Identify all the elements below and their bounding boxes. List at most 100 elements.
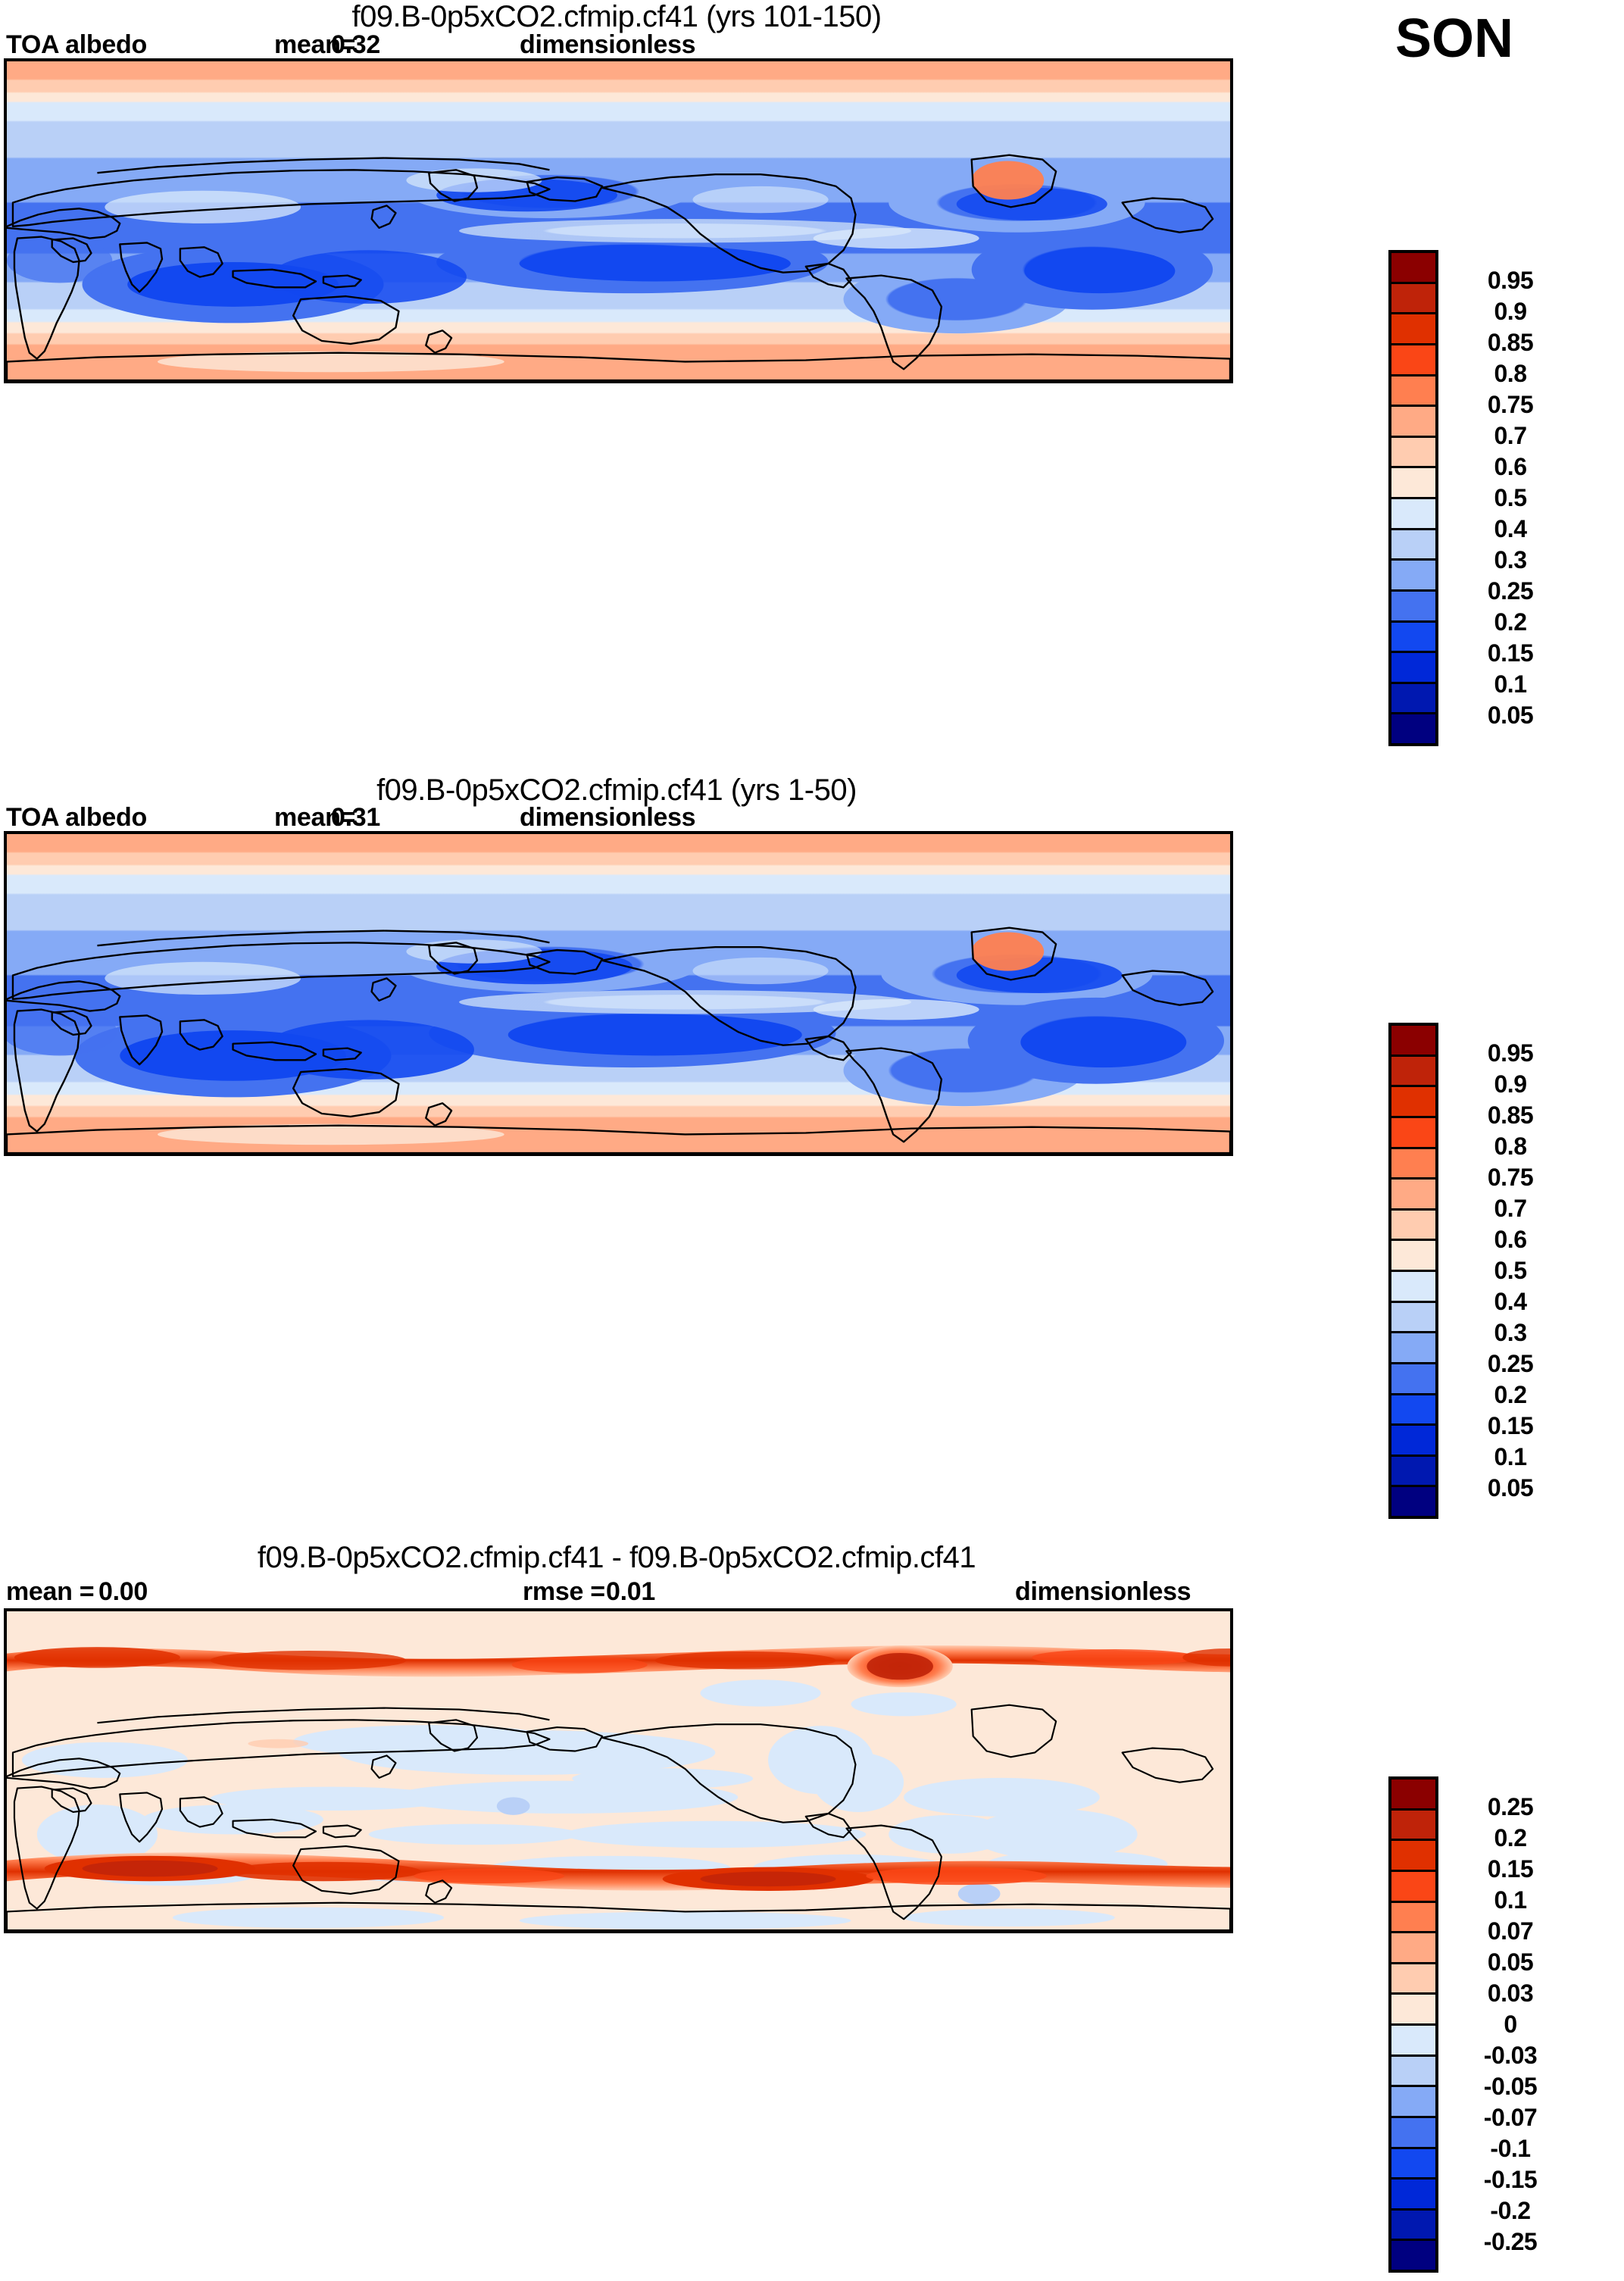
colorbar-middle-swatch-8	[1391, 1272, 1435, 1303]
panel-bottom-rmse-label: rmse =	[523, 1577, 605, 1606]
colorbar-top-tick-label: 0.6	[1494, 453, 1527, 481]
colorbar-bottom-swatch-12	[1391, 2148, 1435, 2180]
colorbar-middle-tick-label: 0.5	[1494, 1257, 1527, 1284]
colorbar-top-swatch-14	[1391, 683, 1435, 715]
colorbar-top-tick-label: 0.7	[1494, 422, 1527, 450]
colorbar-bottom-labels: 0.25 0.2 0.15 0.1 0.07 0.05 0.03 0 -0.03 -0.05 -0.…	[1446, 1776, 1575, 2273]
colorbar-middle-swatch-1	[1391, 1056, 1435, 1088]
colorbar-top-swatch-0	[1391, 253, 1435, 284]
panel-top-stat-value: 0.32	[331, 30, 380, 59]
colorbar-middle-swatch-12	[1391, 1395, 1435, 1426]
colorbar-middle-tick-label: 0.6	[1494, 1226, 1527, 1254]
colorbar-bottom-swatch-8	[1391, 2026, 1435, 2057]
colorbar-bottom-tick-label: -0.1	[1490, 2134, 1531, 2162]
panel-middle-variable-label: TOA albedo	[6, 803, 147, 832]
colorbar-bottom-tick-label: -0.07	[1483, 2103, 1538, 2131]
panel-top-units: dimensionless	[520, 30, 696, 59]
colorbar-bottom-swatch-10	[1391, 2087, 1435, 2118]
colorbar-middle-swatch-15	[1391, 1487, 1435, 1516]
colorbar-bottom-tick-label: 0.05	[1487, 1948, 1534, 1976]
colorbar-top-swatch-12	[1391, 622, 1435, 654]
panel-bottom-units: dimensionless	[1015, 1577, 1191, 1606]
colorbar-bottom-swatch-0	[1391, 1779, 1435, 1811]
colorbar-bottom-tick-label: -0.25	[1483, 2227, 1538, 2255]
colorbar-bottom-swatch-7	[1391, 1995, 1435, 2026]
colorbar-middle-tick-label: 0.9	[1494, 1070, 1527, 1098]
colorbar-bottom: 0.25 0.2 0.15 0.1 0.07 0.05 0.03 0 -0.03 -0.05 -0.…	[1388, 1776, 1578, 2273]
colorbar-middle-swatch-2	[1391, 1087, 1435, 1118]
colorbar-middle-tick-label: 0.85	[1487, 1101, 1534, 1130]
panel-bottom-rmse-value: 0.01	[606, 1577, 655, 1606]
colorbar-top-tick-label: 0.8	[1494, 360, 1527, 388]
colorbar-top-swatch-7	[1391, 468, 1435, 499]
colorbar-middle-tick-label: 0.7	[1494, 1195, 1527, 1223]
colorbar-bottom-swatch-4	[1391, 1902, 1435, 1934]
panel-bottom-mean-label: mean =	[6, 1577, 95, 1606]
colorbar-top-swatch-5	[1391, 407, 1435, 438]
colorbar-top-tick-label: 0.1	[1494, 670, 1527, 698]
map-bottom-svg	[7, 1611, 1230, 1930]
colorbar-top-tick-label: 0.4	[1494, 514, 1527, 542]
colorbar-middle-swatch-9	[1391, 1302, 1435, 1334]
colorbar-top-swatch-4	[1391, 376, 1435, 408]
colorbar-middle-swatch-11	[1391, 1364, 1435, 1395]
colorbar-middle-swatch-0	[1391, 1026, 1435, 1057]
map-panel-bottom[interactable]	[4, 1608, 1233, 1933]
colorbar-top-tick-label: 0.85	[1487, 329, 1534, 357]
colorbar-bottom-swatch-1	[1391, 1810, 1435, 1842]
map-panel-middle[interactable]	[4, 831, 1233, 1156]
panel-middle-stat-value: 0.31	[331, 803, 380, 832]
colorbar-top-swatch-8	[1391, 499, 1435, 530]
colorbar-top-tick-label: 0.75	[1487, 391, 1534, 419]
colorbar-middle-swatch-14	[1391, 1456, 1435, 1488]
colorbar-top-swatch-3	[1391, 345, 1435, 377]
colorbar-bottom-tick-label: 0	[1504, 2011, 1517, 2038]
colorbar-bottom-tick-label: 0.1	[1494, 1886, 1527, 1914]
colorbar-bottom-swatch-14	[1391, 2210, 1435, 2242]
colorbar-bottom-swatch-13	[1391, 2179, 1435, 2211]
colorbar-bottom-swatch-9	[1391, 2056, 1435, 2088]
colorbar-bottom-swatch-2	[1391, 1841, 1435, 1872]
colorbar-top-tick-label: 0.3	[1494, 545, 1527, 573]
colorbar-middle-swatch-6	[1391, 1210, 1435, 1242]
colorbar-top-swatch-15	[1391, 714, 1435, 743]
panel-middle-title: f09.B-0p5xCO2.cfmip.cf41 (yrs 1-50)	[376, 773, 857, 807]
colorbar-top-swatch-2	[1391, 314, 1435, 345]
colorbar-middle-swatch-13	[1391, 1426, 1435, 1457]
colorbar-middle-swatch-5	[1391, 1180, 1435, 1211]
colorbar-middle-tick-label: 0.15	[1487, 1411, 1534, 1439]
panel-bottom-mean-value: 0.00	[98, 1577, 148, 1606]
colorbar-bottom-tick-label: 0.07	[1487, 1917, 1534, 1945]
map-top-svg	[7, 61, 1230, 380]
colorbar-bottom-swatch-11	[1391, 2117, 1435, 2149]
colorbar-top: 0.95 0.9 0.85 0.8 0.75 0.7 0.6 0.5 0.4 0.3 0.25 0.2…	[1388, 250, 1578, 746]
colorbar-bottom-tick-label: 0.25	[1487, 1793, 1534, 1821]
season-label: SON	[1394, 8, 1514, 69]
colorbar-bottom-swatch-5	[1391, 1933, 1435, 1964]
colorbar-bottom-swatches	[1388, 1776, 1438, 2273]
colorbar-middle-labels: 0.95 0.9 0.85 0.8 0.75 0.7 0.6 0.5 0.4 0.3 0.25 0.2…	[1446, 1023, 1575, 1519]
colorbar-top-swatch-11	[1391, 591, 1435, 623]
map-panel-top[interactable]	[4, 58, 1233, 383]
colorbar-middle-swatch-3	[1391, 1117, 1435, 1149]
colorbar-top-swatch-13	[1391, 653, 1435, 684]
colorbar-top-labels: 0.95 0.9 0.85 0.8 0.75 0.7 0.6 0.5 0.4 0.3 0.25 0.2…	[1446, 250, 1575, 746]
colorbar-middle-tick-label: 0.2	[1494, 1380, 1527, 1408]
colorbar-middle-tick-label: 0.05	[1487, 1473, 1534, 1501]
colorbar-middle-tick-label: 0.8	[1494, 1133, 1527, 1161]
colorbar-middle-swatch-10	[1391, 1333, 1435, 1364]
panel-top-title: f09.B-0p5xCO2.cfmip.cf41 (yrs 101-150)	[351, 0, 882, 33]
colorbar-top-swatch-10	[1391, 561, 1435, 592]
colorbar-bottom-swatch-15	[1391, 2241, 1435, 2270]
colorbar-top-tick-label: 0.5	[1494, 484, 1527, 511]
colorbar-bottom-tick-label: -0.2	[1490, 2196, 1531, 2224]
colorbar-top-tick-label: 0.9	[1494, 298, 1527, 326]
panel-top-stat-label: mean=	[274, 30, 356, 59]
colorbar-bottom-tick-label: 0.03	[1487, 1979, 1534, 2008]
colorbar-middle-swatch-7	[1391, 1241, 1435, 1272]
colorbar-bottom-tick-label: -0.15	[1483, 2165, 1538, 2193]
panel-top-variable-label: TOA albedo	[6, 30, 147, 59]
colorbar-bottom-tick-label: 0.15	[1487, 1855, 1534, 1883]
colorbar-top-tick-label: 0.15	[1487, 639, 1534, 667]
